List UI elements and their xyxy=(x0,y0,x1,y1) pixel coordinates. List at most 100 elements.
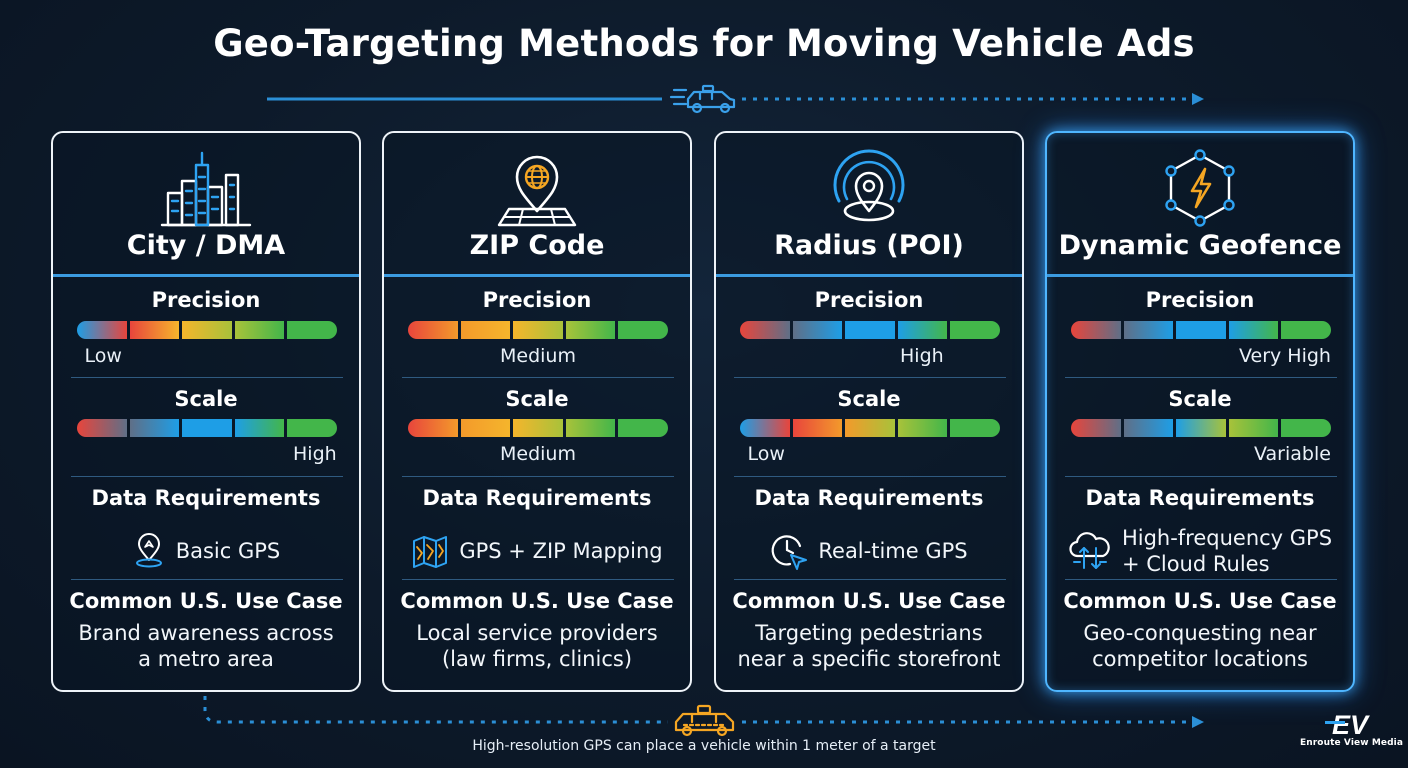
bar-segment xyxy=(845,321,895,339)
section-divider xyxy=(1065,476,1337,477)
use-case-line: Targeting pedestrians xyxy=(755,621,983,645)
precision-bar xyxy=(1071,321,1331,339)
use-case-line: (law firms, clinics) xyxy=(441,647,633,671)
scale-bar xyxy=(740,419,1000,437)
speeding-car-icon xyxy=(669,84,736,114)
bar-segment xyxy=(950,419,1000,437)
section-divider xyxy=(402,377,674,378)
bar-segment xyxy=(1123,419,1174,437)
bar-segment xyxy=(77,419,127,437)
card-title: City / DMA xyxy=(126,230,286,261)
scale-level: High xyxy=(293,443,337,465)
bar-segment xyxy=(897,321,948,339)
scale-heading: Scale xyxy=(505,387,569,411)
use-case-line: Geo-conquesting near xyxy=(1083,621,1317,645)
bar-segment xyxy=(129,419,180,437)
city-skyline-icon xyxy=(160,151,252,227)
section-divider xyxy=(71,377,343,378)
data-requirements: GPS + ZIP Mapping xyxy=(384,521,690,581)
precision-level: Very High xyxy=(1239,345,1331,367)
page-title: Geo-Targeting Methods for Moving Vehicle… xyxy=(213,22,1195,65)
bar-segment xyxy=(1176,321,1226,339)
data-requirements-heading: Data Requirements xyxy=(754,486,984,510)
precision-level: Medium xyxy=(500,345,576,367)
bar-segment xyxy=(460,321,511,339)
use-case-line: competitor locations xyxy=(1092,647,1308,671)
use-case-heading: Common U.S. Use Case xyxy=(400,589,674,613)
precision-level: High xyxy=(900,345,944,367)
radius-target-icon xyxy=(833,149,905,222)
bar-segment xyxy=(618,321,668,339)
data-requirements-heading: Data Requirements xyxy=(91,486,321,510)
use-case-line: Brand awareness across xyxy=(78,621,334,645)
bar-segment xyxy=(950,321,1000,339)
section-divider xyxy=(1065,579,1337,580)
data-requirements-heading: Data Requirements xyxy=(422,486,652,510)
brand-logo: EV Enroute View Media xyxy=(1300,710,1403,748)
bottom-connector xyxy=(203,696,1204,737)
data-requirement-line: High-frequency GPS xyxy=(1121,526,1333,550)
bar-segment xyxy=(1281,321,1331,339)
scale-heading: Scale xyxy=(1168,387,1232,411)
bar-segment xyxy=(460,419,511,437)
bar-segment xyxy=(1123,321,1174,339)
bar-segment xyxy=(1228,419,1279,437)
section-divider xyxy=(734,579,1006,580)
use-case-heading: Common U.S. Use Case xyxy=(1063,589,1337,613)
scale-level: Medium xyxy=(500,443,576,465)
bar-segment xyxy=(792,419,843,437)
card-title: Radius (POI) xyxy=(774,230,964,261)
use-case-text: Targeting pedestrians near a specific st… xyxy=(716,620,1022,672)
bar-segment xyxy=(408,419,458,437)
title-divider xyxy=(716,274,1022,277)
title-divider xyxy=(1047,274,1353,277)
bar-segment xyxy=(565,419,616,437)
section-divider xyxy=(734,476,1006,477)
precision-bar xyxy=(408,321,668,339)
bar-segment xyxy=(1071,321,1121,339)
title-divider xyxy=(384,274,690,277)
scale-level: Low xyxy=(747,443,785,465)
folded-map-icon xyxy=(413,536,448,568)
bar-segment xyxy=(845,419,895,437)
use-case-line: near a specific storefront xyxy=(737,647,1001,671)
precision-bar xyxy=(740,321,1000,339)
scale-bar xyxy=(77,419,337,437)
card-dynamic-geofence: Dynamic Geofence Precision Very High Sca… xyxy=(1045,131,1355,692)
section-divider xyxy=(71,476,343,477)
use-case-text: Local service providers (law firms, clin… xyxy=(384,620,690,672)
section-divider xyxy=(1065,377,1337,378)
bar-segment xyxy=(740,419,790,437)
data-requirement-line: + Cloud Rules xyxy=(1121,552,1270,576)
bar-segment xyxy=(897,419,948,437)
use-case-heading: Common U.S. Use Case xyxy=(69,589,343,613)
scale-level: Variable xyxy=(1254,443,1331,465)
scale-bar xyxy=(408,419,668,437)
card-title: Dynamic Geofence xyxy=(1058,230,1342,261)
scale-bar xyxy=(1071,419,1331,437)
footnote: High-resolution GPS can place a vehicle … xyxy=(472,738,936,754)
precision-heading: Precision xyxy=(482,288,592,312)
bar-segment xyxy=(1071,419,1121,437)
precision-heading: Precision xyxy=(814,288,924,312)
bar-segment xyxy=(513,419,563,437)
use-case-line: Local service providers xyxy=(416,621,658,645)
title-divider xyxy=(53,274,359,277)
card-radius-poi: Radius (POI) Precision High Scale Low Da… xyxy=(714,131,1024,692)
card-title: ZIP Code xyxy=(469,230,605,261)
clock-arrow-icon xyxy=(771,535,808,570)
data-requirement-line: Basic GPS xyxy=(175,539,281,563)
section-divider xyxy=(402,579,674,580)
bar-segment xyxy=(1281,419,1331,437)
taxi-icon xyxy=(674,704,735,737)
precision-heading: Precision xyxy=(1145,288,1255,312)
precision-heading: Precision xyxy=(151,288,261,312)
bar-segment xyxy=(234,321,285,339)
top-connector xyxy=(267,84,1204,114)
scale-heading: Scale xyxy=(837,387,901,411)
cloud-sync-icon xyxy=(1069,532,1110,569)
scale-heading: Scale xyxy=(174,387,238,411)
precision-level: Low xyxy=(84,345,122,367)
bar-segment xyxy=(513,321,563,339)
bar-segment xyxy=(234,419,285,437)
